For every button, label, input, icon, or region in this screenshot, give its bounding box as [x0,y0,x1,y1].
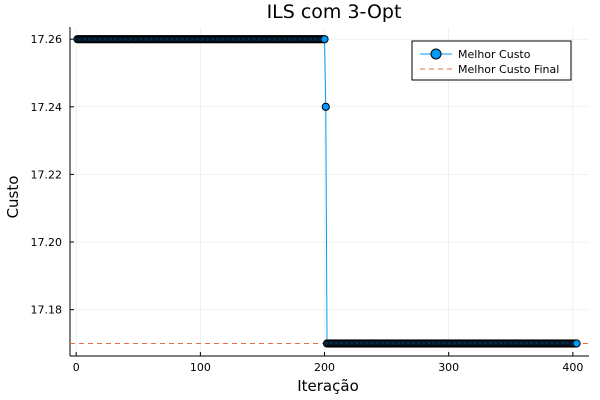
y-tick-label: 17.26 [31,33,63,46]
y-tick-label: 17.24 [31,101,63,114]
data-point [572,339,581,348]
x-tick-label: 200 [314,361,335,374]
x-tick-label: 300 [438,361,459,374]
legend-label-melhor-custo-final: Melhor Custo Final [458,63,559,76]
legend-marker-melhor-custo [430,48,442,60]
data-point [321,102,330,111]
y-axis-label: Custo [4,176,22,219]
legend: Melhor Custo Melhor Custo Final [411,40,572,81]
x-tick-label: 100 [190,361,211,374]
data-point [320,35,329,44]
y-tick-label: 17.22 [31,168,63,181]
x-axis-ticks: 0 100 200 300 400 [73,352,583,374]
chart-title: ILS com 3-Opt [267,1,402,23]
plot-frame [69,27,589,357]
x-tick-label: 400 [562,361,583,374]
legend-box [411,40,572,81]
series-line-melhor-custo [77,38,577,344]
y-tick-label: 17.18 [31,304,63,317]
y-tick-label: 17.20 [31,236,63,249]
y-axis-ticks: 17.18 17.20 17.22 17.24 17.26 [31,33,74,317]
x-tick-label: 0 [73,361,80,374]
series-group [70,35,589,348]
x-axis-label: Iteração [297,377,359,395]
legend-label-melhor-custo: Melhor Custo [458,48,531,61]
